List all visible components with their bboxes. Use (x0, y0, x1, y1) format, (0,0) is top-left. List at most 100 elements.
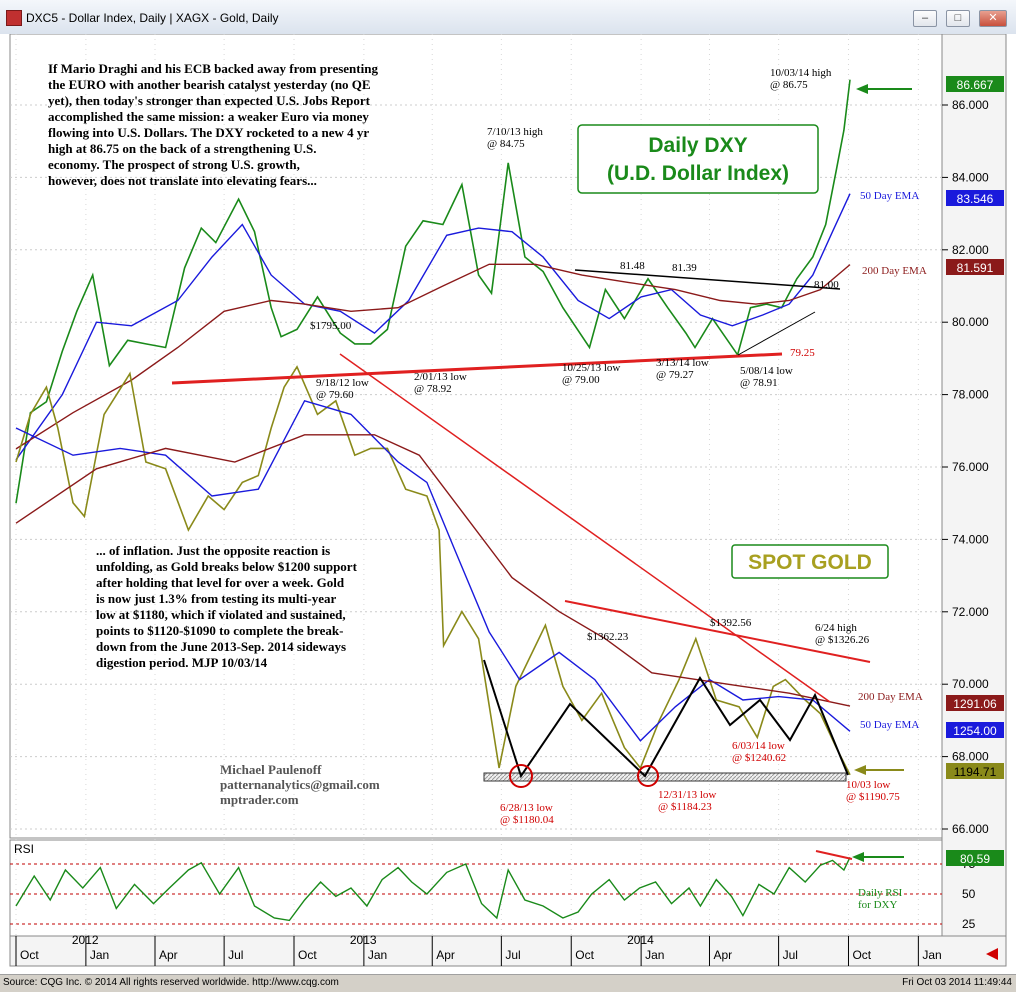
low-5-08-14-label: 5/08/14 low @ 78.91 (740, 365, 793, 389)
price-tick-label: 68.000 (952, 750, 989, 764)
timestamp: Fri Oct 03 2014 11:49:44 (902, 977, 1012, 988)
gold-arrow-icon (854, 765, 866, 775)
dxy-ema50-label: 50 Day EMA (860, 190, 919, 202)
rsi-divergence-line (815, 850, 853, 860)
price-tick-label: 86.000 (952, 98, 989, 112)
price-tick-label: 74.000 (952, 532, 989, 546)
month-tick-label: Jan (368, 948, 387, 962)
grid-lines (10, 34, 942, 936)
rsi-arrow-icon (852, 852, 864, 862)
dxy-2014-high-label: 10/03/14 high @ 86.75 (770, 67, 832, 91)
time-axis[interactable] (9, 935, 1007, 967)
price-badge (946, 76, 1004, 92)
level-81-39-label: 81.39 (672, 262, 697, 274)
dxy-support-line (171, 352, 783, 385)
series-line-3 (15, 365, 851, 776)
scroll-left-arrow-icon[interactable] (986, 948, 998, 960)
rsi-badge (946, 850, 1004, 866)
rsi-caption: Daily RSI for DXY (858, 887, 903, 911)
month-tick-label: Jan (645, 948, 664, 962)
price-tick-label: 78.000 (952, 388, 989, 402)
series-line-2 (15, 263, 851, 450)
month-tick-label: Oct (298, 948, 317, 962)
level-81-00-label: 81.00 (814, 279, 839, 291)
gold-support-zone (483, 772, 847, 782)
gold-10-03-low-label: 10/03 low @ $1190.75 (846, 779, 900, 803)
month-tick-label: Jan (922, 948, 941, 962)
rsi-title: RSI (14, 842, 34, 856)
year-tick-label: 2012 (72, 933, 99, 947)
year-tick-label: 2014 (627, 933, 654, 947)
dxy-resistance-line (574, 269, 841, 290)
price-tick-label: 84.000 (952, 170, 989, 184)
year-tick-label: 2013 (350, 933, 377, 947)
text-notes: If Mario Draghi and his ECB backed away … (48, 61, 380, 807)
month-tick-label: Apr (159, 948, 178, 962)
price-tick-label: 72.000 (952, 605, 989, 619)
low-3-13-14-label: 3/13/14 low @ 79.27 (656, 357, 709, 381)
low-9-18-12-label: 9/18/12 low @ 79.60 (316, 377, 369, 401)
trend-lines (171, 269, 871, 860)
chart-svg: 86.000 84.000 82.000 80.000 78.000 76.000 74.0… (9, 33, 1007, 967)
series-layer (15, 79, 851, 922)
price-axis-ticks: 86.000 84.000 82.000 80.000 78.000 76.000 74.0… (14, 98, 989, 931)
month-tick-label: Jul (228, 948, 243, 962)
price-tick-label: 80.000 (952, 315, 989, 329)
gold-12-31-13-low-label: 12/31/13 low @ $1184.23 (658, 789, 716, 813)
price-badge-label: 1254.00 (953, 724, 997, 738)
chart-frame: 86.000 84.000 82.000 80.000 78.000 76.000 74.0… (0, 33, 1016, 974)
gold-upper-line (564, 600, 871, 663)
gold-1392-label: $1392.56 (710, 617, 752, 629)
price-tick-label: 76.000 (952, 460, 989, 474)
low-10-25-13-label: 10/25/13 low @ 79.00 (562, 362, 620, 386)
minimize-button[interactable]: – (913, 10, 937, 27)
gold-1795-label: $1795.00 (310, 320, 352, 332)
dxy-arrow-icon (856, 84, 868, 94)
svg-text:Daily DXY(U.D. Dollar Index): Daily DXY (U.D. Dollar Index) (607, 134, 789, 185)
gold-ema50-label: 50 Day EMA (860, 719, 919, 731)
price-badge (946, 259, 1004, 275)
series-line-0 (15, 79, 851, 504)
price-axis[interactable] (941, 33, 1007, 937)
low-2-01-13-label: 2/01/13 low @ 78.92 (414, 371, 467, 395)
gold-low-circle-2 (637, 765, 659, 787)
price-badge-label: 83.546 (957, 192, 994, 206)
window-titlebar: DXC5 - Dollar Index, Daily | XAGX - Gold… (0, 0, 1016, 35)
series-line-4 (15, 399, 851, 742)
dxy-title-box: Daily DXY (U.D. Dollar Index) (577, 124, 819, 194)
month-tick-label: Jul (783, 948, 798, 962)
price-badge (946, 763, 1004, 779)
gold-title-box: SPOT GOLD (731, 544, 889, 579)
dxy-2013-high-label: 7/10/13 high @ 84.75 (487, 126, 543, 150)
price-badge-label: 86.667 (957, 78, 994, 92)
rsi-badge-label: 80.59 (960, 852, 990, 866)
gold-downtrend-line (339, 353, 831, 703)
svg-text:... of inflation. Just the opp: ... of inflation. Just the opposite reac… (96, 543, 358, 670)
series-line-5 (15, 434, 851, 707)
price-badge-label: 1291.06 (953, 697, 997, 711)
time-axis-ticks: Oct Jan Apr Jul Oct Jan Apr Jul Oct Jan Apr Jul Oct J… (15, 933, 942, 966)
gold-6-28-13-low-label: 6/28/13 low @ $1180.04 (500, 802, 554, 826)
month-tick-label: Apr (436, 948, 455, 962)
close-button[interactable]: ✕ (979, 10, 1007, 27)
month-tick-label: Oct (575, 948, 594, 962)
rsi-tick-label: 25 (962, 917, 976, 931)
price-tick-label: 82.000 (952, 243, 989, 257)
restore-button[interactable]: □ (946, 10, 970, 27)
arrows (852, 84, 998, 960)
cqg-app-icon (6, 10, 22, 26)
level-81-48-label: 81.48 (620, 260, 645, 272)
month-tick-label: Jan (90, 948, 109, 962)
month-tick-label: Oct (20, 948, 39, 962)
window-title: DXC5 - Dollar Index, Daily | XAGX - Gold… (26, 11, 279, 25)
price-badge (946, 695, 1004, 711)
price-tick-label: 70.000 (952, 677, 989, 691)
month-tick-label: Oct (852, 948, 871, 962)
dxy-ema200-label: 200 Day EMA (862, 265, 927, 277)
series-line-1 (15, 193, 851, 461)
price-badge-label: 1194.71 (954, 765, 997, 779)
price-badge (946, 722, 1004, 738)
month-tick-label: Jul (505, 948, 520, 962)
gold-6-24-high-label: 6/24 high @ $1326.26 (815, 622, 870, 646)
rsi-tick-label: 50 (962, 887, 976, 901)
